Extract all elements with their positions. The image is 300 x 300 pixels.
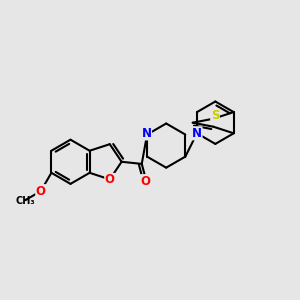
Text: O: O	[36, 185, 46, 198]
Text: O: O	[141, 175, 151, 188]
Text: S: S	[211, 109, 219, 122]
Text: N: N	[192, 127, 202, 140]
Text: O: O	[105, 173, 115, 187]
Text: N: N	[142, 127, 152, 140]
Text: CH₃: CH₃	[15, 196, 35, 206]
